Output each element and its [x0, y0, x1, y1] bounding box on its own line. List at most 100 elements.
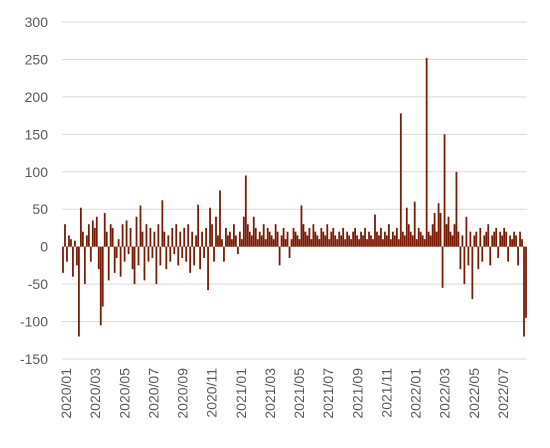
bar	[521, 239, 523, 247]
bar	[457, 231, 460, 247]
x-tick-label: 2020/07	[145, 368, 161, 419]
bar	[419, 231, 422, 247]
bar	[336, 239, 339, 247]
bar	[123, 246, 126, 262]
bar	[246, 224, 249, 247]
bar	[113, 246, 116, 273]
bar	[378, 235, 380, 247]
bar	[320, 227, 323, 247]
bar	[159, 246, 162, 266]
bar	[125, 220, 128, 247]
bar	[292, 227, 295, 247]
bar	[459, 246, 462, 270]
bar	[380, 227, 382, 247]
bar	[429, 235, 432, 247]
bar	[151, 246, 154, 258]
bar	[85, 235, 88, 247]
bar	[248, 231, 251, 247]
bar	[340, 235, 343, 247]
bar	[358, 239, 360, 247]
bar	[366, 239, 368, 247]
bar	[346, 231, 349, 247]
bar	[145, 224, 148, 247]
bar	[356, 235, 358, 247]
bar	[211, 224, 213, 247]
bar	[185, 246, 188, 262]
bar	[314, 231, 317, 247]
bar	[161, 200, 164, 247]
bar	[300, 205, 303, 247]
x-tick-label: 2022/05	[466, 368, 482, 419]
bar	[513, 231, 515, 247]
bar	[477, 246, 480, 270]
bar	[137, 246, 140, 266]
bar	[479, 227, 482, 247]
bar	[491, 235, 494, 247]
bar	[227, 235, 229, 247]
bar	[217, 235, 219, 247]
y-tick-label: 50	[32, 201, 48, 217]
bar	[316, 235, 319, 247]
bar	[489, 246, 492, 266]
bar	[310, 239, 313, 247]
bar	[511, 239, 513, 247]
bar	[507, 246, 510, 262]
bar	[395, 227, 398, 247]
bar	[388, 224, 390, 247]
bar	[384, 231, 386, 247]
bar	[475, 231, 478, 247]
bar	[399, 113, 402, 247]
bar	[411, 235, 414, 247]
bar	[449, 231, 452, 247]
bar	[469, 231, 472, 247]
bar	[463, 246, 466, 285]
x-tick-label: 2021/05	[291, 368, 307, 419]
bar	[503, 227, 506, 247]
bar	[447, 216, 450, 247]
bar	[103, 212, 106, 247]
bar	[223, 246, 225, 262]
bar	[213, 246, 215, 262]
bar	[177, 246, 180, 266]
bar	[427, 231, 430, 247]
bar	[294, 231, 297, 247]
bar	[517, 246, 519, 266]
bar	[262, 224, 265, 247]
bar	[83, 246, 86, 285]
bar	[431, 224, 434, 247]
bar	[141, 231, 144, 247]
bar	[485, 231, 488, 247]
bar	[155, 246, 158, 285]
bar	[439, 212, 442, 247]
x-tick-label: 2020/09	[175, 368, 191, 419]
bar	[193, 246, 196, 266]
bar	[403, 235, 406, 247]
bar	[99, 246, 102, 326]
y-tick-label: 300	[25, 14, 49, 30]
bar	[497, 246, 500, 258]
bar	[391, 231, 394, 247]
bar	[252, 216, 255, 247]
bar	[348, 235, 351, 247]
bar	[487, 224, 490, 247]
bar	[322, 231, 325, 247]
bar	[344, 239, 347, 247]
bar	[326, 224, 329, 247]
bar	[364, 227, 366, 247]
bar	[268, 231, 271, 247]
bar	[215, 216, 217, 247]
bar	[183, 227, 186, 247]
bar	[465, 216, 468, 247]
bar	[153, 231, 156, 247]
bar	[121, 224, 124, 247]
bar	[258, 231, 261, 247]
bar	[135, 216, 138, 247]
bar	[286, 231, 289, 247]
bar	[256, 239, 259, 247]
bar	[437, 203, 440, 247]
bar	[481, 246, 484, 262]
bar	[274, 224, 277, 247]
bar	[242, 216, 245, 247]
bar	[386, 235, 388, 247]
bar	[203, 246, 205, 258]
